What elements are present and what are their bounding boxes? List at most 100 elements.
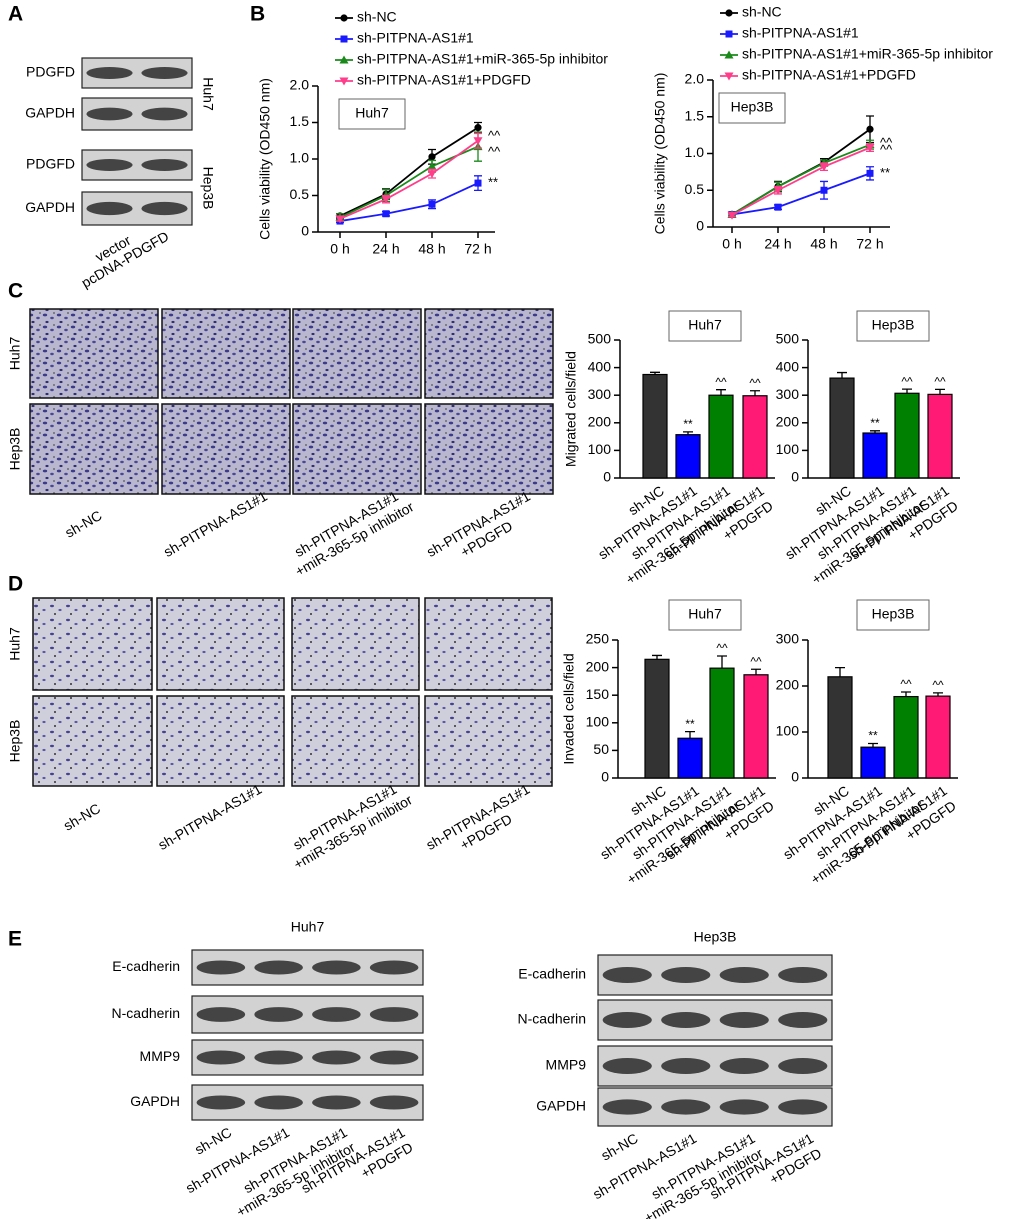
y-tick-label: 250	[586, 631, 610, 647]
micrograph	[291, 597, 420, 691]
blot-row-label: MMP9	[546, 1057, 587, 1073]
band	[254, 1050, 303, 1065]
band	[312, 960, 361, 975]
band	[719, 967, 769, 983]
y-tick-label: 400	[588, 358, 612, 374]
band	[254, 960, 303, 975]
title-box	[856, 599, 930, 631]
band	[719, 1012, 769, 1028]
y-tick-label: 0.5	[290, 186, 310, 202]
x-tick-label: 24 h	[764, 236, 791, 252]
micrograph	[424, 403, 554, 495]
bar	[743, 674, 769, 779]
title-box	[856, 310, 930, 342]
panel-label: B	[250, 3, 265, 26]
blot-row-label: GAPDH	[25, 105, 75, 121]
y-tick-label: 1.0	[685, 144, 705, 160]
marker	[820, 186, 828, 194]
y-tick-label: 100	[588, 441, 612, 457]
series-line	[339, 145, 479, 219]
blot-row-label: N-cadherin	[518, 1011, 586, 1027]
y-axis-label: Cells viability (OD450 nm)	[652, 73, 668, 235]
legend-marker	[339, 55, 349, 64]
band	[196, 960, 246, 975]
annotation: **	[488, 175, 498, 190]
legend-label: sh-PITPNA-AS1#1	[742, 25, 859, 41]
legend-label: sh-PITPNA-AS1#1	[357, 30, 474, 46]
band	[254, 1095, 303, 1110]
band	[602, 1012, 652, 1028]
y-tick-label: 0	[301, 223, 309, 239]
band	[602, 1099, 652, 1115]
panel-label: C	[8, 280, 23, 303]
band	[86, 159, 133, 171]
bar	[642, 373, 668, 479]
error-bar	[901, 691, 911, 697]
micrograph	[32, 597, 153, 691]
annotation: ^^	[488, 128, 501, 143]
chart-title: Huh7	[688, 606, 722, 622]
y-tick-label: 150	[586, 686, 610, 702]
panel-label: E	[8, 928, 22, 951]
error-bar	[751, 668, 761, 675]
title-box	[718, 92, 786, 124]
marker	[774, 203, 782, 211]
legend-label: sh-PITPNA-AS1#1+PDGFD	[742, 67, 916, 83]
error-bar	[652, 654, 662, 660]
blot-row-label: E-cadherin	[518, 966, 586, 982]
series-line	[339, 140, 479, 220]
band	[312, 1007, 361, 1022]
y-tick-label: 400	[776, 358, 800, 374]
blot-row-label: GAPDH	[130, 1093, 180, 1109]
annotation: ^^	[934, 375, 946, 389]
band	[778, 1012, 828, 1028]
band	[719, 1099, 769, 1115]
marker	[773, 186, 783, 195]
legend-marker	[724, 50, 734, 59]
band	[141, 201, 188, 216]
annotation: **	[685, 717, 695, 731]
y-tick-label: 0	[601, 769, 609, 785]
annotation: **	[870, 416, 880, 430]
x-tick-label: 48 h	[810, 236, 837, 252]
bar	[862, 432, 888, 479]
marker	[427, 161, 437, 170]
annotation: ^^	[901, 374, 913, 388]
y-tick-label: 0	[696, 218, 704, 234]
y-tick-label: 200	[586, 658, 610, 674]
y-tick-label: 1.0	[290, 150, 310, 166]
blot-row-label: GAPDH	[536, 1098, 586, 1114]
legend-marker	[725, 9, 733, 17]
micrograph	[291, 695, 420, 787]
band	[196, 1050, 246, 1065]
band	[661, 1012, 711, 1028]
band	[196, 1007, 246, 1022]
bar	[675, 434, 701, 479]
title-box	[668, 310, 742, 342]
error-bar	[835, 666, 845, 677]
error-bar	[717, 655, 727, 669]
annotation: **	[880, 165, 890, 180]
y-tick-label: 500	[776, 331, 800, 347]
row-label: Hep3B	[7, 428, 23, 471]
micrograph	[292, 403, 422, 495]
x-tick-label: 72 h	[856, 236, 883, 252]
series-line	[339, 126, 479, 217]
annotation: ^^	[715, 375, 727, 389]
y-axis-label: Migrated cells/field	[563, 351, 579, 467]
y-tick-label: 100	[776, 441, 800, 457]
lane-label: sh-NC	[598, 1130, 640, 1164]
legend-label: sh-PITPNA-AS1#1+miR-365-5p inhibitor	[357, 51, 608, 67]
y-tick-label: 300	[776, 386, 800, 402]
y-tick-label: 1.5	[290, 113, 310, 129]
cell-line-label: Hep3B	[200, 167, 216, 210]
row-label: Hep3B	[7, 720, 23, 763]
blot-title: Hep3B	[694, 929, 737, 945]
band	[661, 1058, 711, 1074]
error-bar	[837, 371, 847, 379]
band	[141, 107, 188, 121]
bar	[829, 377, 855, 479]
band	[778, 1058, 828, 1074]
micrograph	[156, 695, 285, 787]
blot-row-label: GAPDH	[25, 199, 75, 215]
